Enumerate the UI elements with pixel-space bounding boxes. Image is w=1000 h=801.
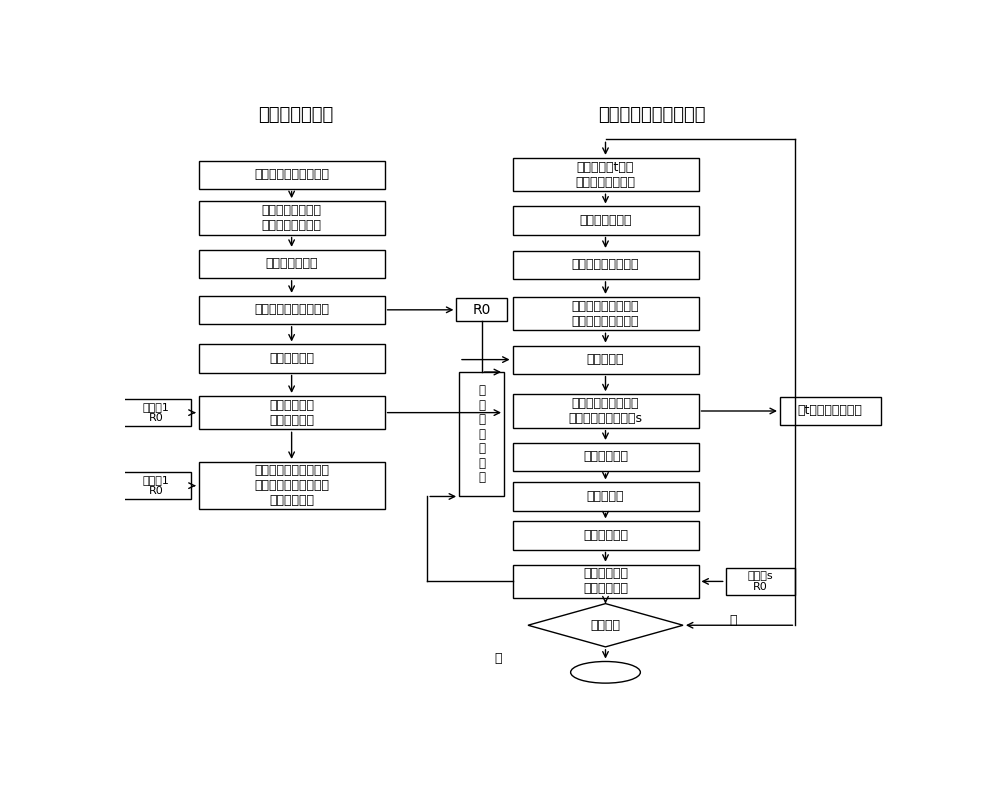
- FancyBboxPatch shape: [512, 443, 698, 471]
- FancyBboxPatch shape: [512, 297, 698, 330]
- Text: 提取初始目标矩形框区
域压缩特征向量并对粒
子分布初始化: 提取初始目标矩形框区 域压缩特征向量并对粒 子分布初始化: [254, 464, 329, 507]
- Ellipse shape: [571, 662, 640, 683]
- FancyBboxPatch shape: [121, 399, 191, 426]
- FancyBboxPatch shape: [512, 251, 698, 279]
- FancyBboxPatch shape: [512, 482, 698, 510]
- Text: 读取视频第一帧图
像并转换为灰度图: 读取视频第一帧图 像并转换为灰度图: [262, 203, 322, 231]
- Text: 提取正负样本
压缩特征向量: 提取正负样本 压缩特征向量: [583, 567, 628, 595]
- FancyBboxPatch shape: [199, 344, 385, 372]
- Text: 提取各粒子样本相应
尺度的压缩特征向量: 提取各粒子样本相应 尺度的压缩特征向量: [572, 300, 639, 328]
- Text: 视频实时目标跟踪阶段: 视频实时目标跟踪阶段: [598, 106, 706, 124]
- FancyBboxPatch shape: [199, 396, 385, 429]
- Text: 计算图像积分图: 计算图像积分图: [579, 214, 632, 227]
- Text: 粒子重采样: 粒子重采样: [587, 490, 624, 503]
- Text: 更
新
分
类
器
参
数: 更 新 分 类 器 参 数: [478, 384, 485, 485]
- Text: 读取视频第t帧图
像并转换为灰度图: 读取视频第t帧图 像并转换为灰度图: [576, 160, 636, 188]
- Text: 尺度：1
R0: 尺度：1 R0: [143, 402, 169, 424]
- FancyBboxPatch shape: [512, 521, 698, 549]
- Text: 尺度：s
R0: 尺度：s R0: [748, 570, 773, 592]
- Polygon shape: [528, 604, 683, 647]
- FancyBboxPatch shape: [199, 160, 385, 189]
- Text: 否: 否: [730, 614, 737, 627]
- FancyBboxPatch shape: [199, 250, 385, 278]
- FancyBboxPatch shape: [459, 372, 504, 497]
- FancyBboxPatch shape: [512, 394, 698, 428]
- Text: 视频结束: 视频结束: [590, 618, 620, 632]
- FancyBboxPatch shape: [199, 462, 385, 509]
- FancyBboxPatch shape: [456, 299, 507, 321]
- FancyBboxPatch shape: [512, 207, 698, 235]
- Text: 粒子状态估计与预测: 粒子状态估计与预测: [572, 259, 639, 272]
- Text: 系统初始化阶段: 系统初始化阶段: [258, 106, 333, 124]
- FancyBboxPatch shape: [512, 158, 698, 191]
- Text: 构建初始随机测量矩阵: 构建初始随机测量矩阵: [254, 304, 329, 316]
- FancyBboxPatch shape: [512, 565, 698, 598]
- Text: 计算粒子权重: 计算粒子权重: [583, 450, 628, 464]
- FancyBboxPatch shape: [780, 397, 881, 425]
- FancyBboxPatch shape: [121, 472, 191, 499]
- Text: 对粒子分类: 对粒子分类: [587, 353, 624, 366]
- Text: 第t帧跟踪结果输出: 第t帧跟踪结果输出: [798, 405, 863, 417]
- Text: 提取正负样本
压缩特征向量: 提取正负样本 压缩特征向量: [269, 399, 314, 427]
- Text: 尺度：1
R0: 尺度：1 R0: [143, 475, 169, 497]
- Text: R0: R0: [472, 303, 491, 317]
- Text: 是: 是: [495, 652, 502, 666]
- Text: 采集正负样本: 采集正负样本: [269, 352, 314, 365]
- Text: 计算图像积分图: 计算图像积分图: [265, 257, 318, 271]
- Text: 读取目标初始状态信息: 读取目标初始状态信息: [254, 168, 329, 181]
- FancyBboxPatch shape: [199, 201, 385, 235]
- Text: 采集正负样本: 采集正负样本: [583, 529, 628, 542]
- FancyBboxPatch shape: [199, 296, 385, 324]
- FancyBboxPatch shape: [726, 568, 795, 595]
- Text: 得到最大分类器响应
粒子位置坐标及尺度s: 得到最大分类器响应 粒子位置坐标及尺度s: [568, 397, 642, 425]
- FancyBboxPatch shape: [512, 345, 698, 373]
